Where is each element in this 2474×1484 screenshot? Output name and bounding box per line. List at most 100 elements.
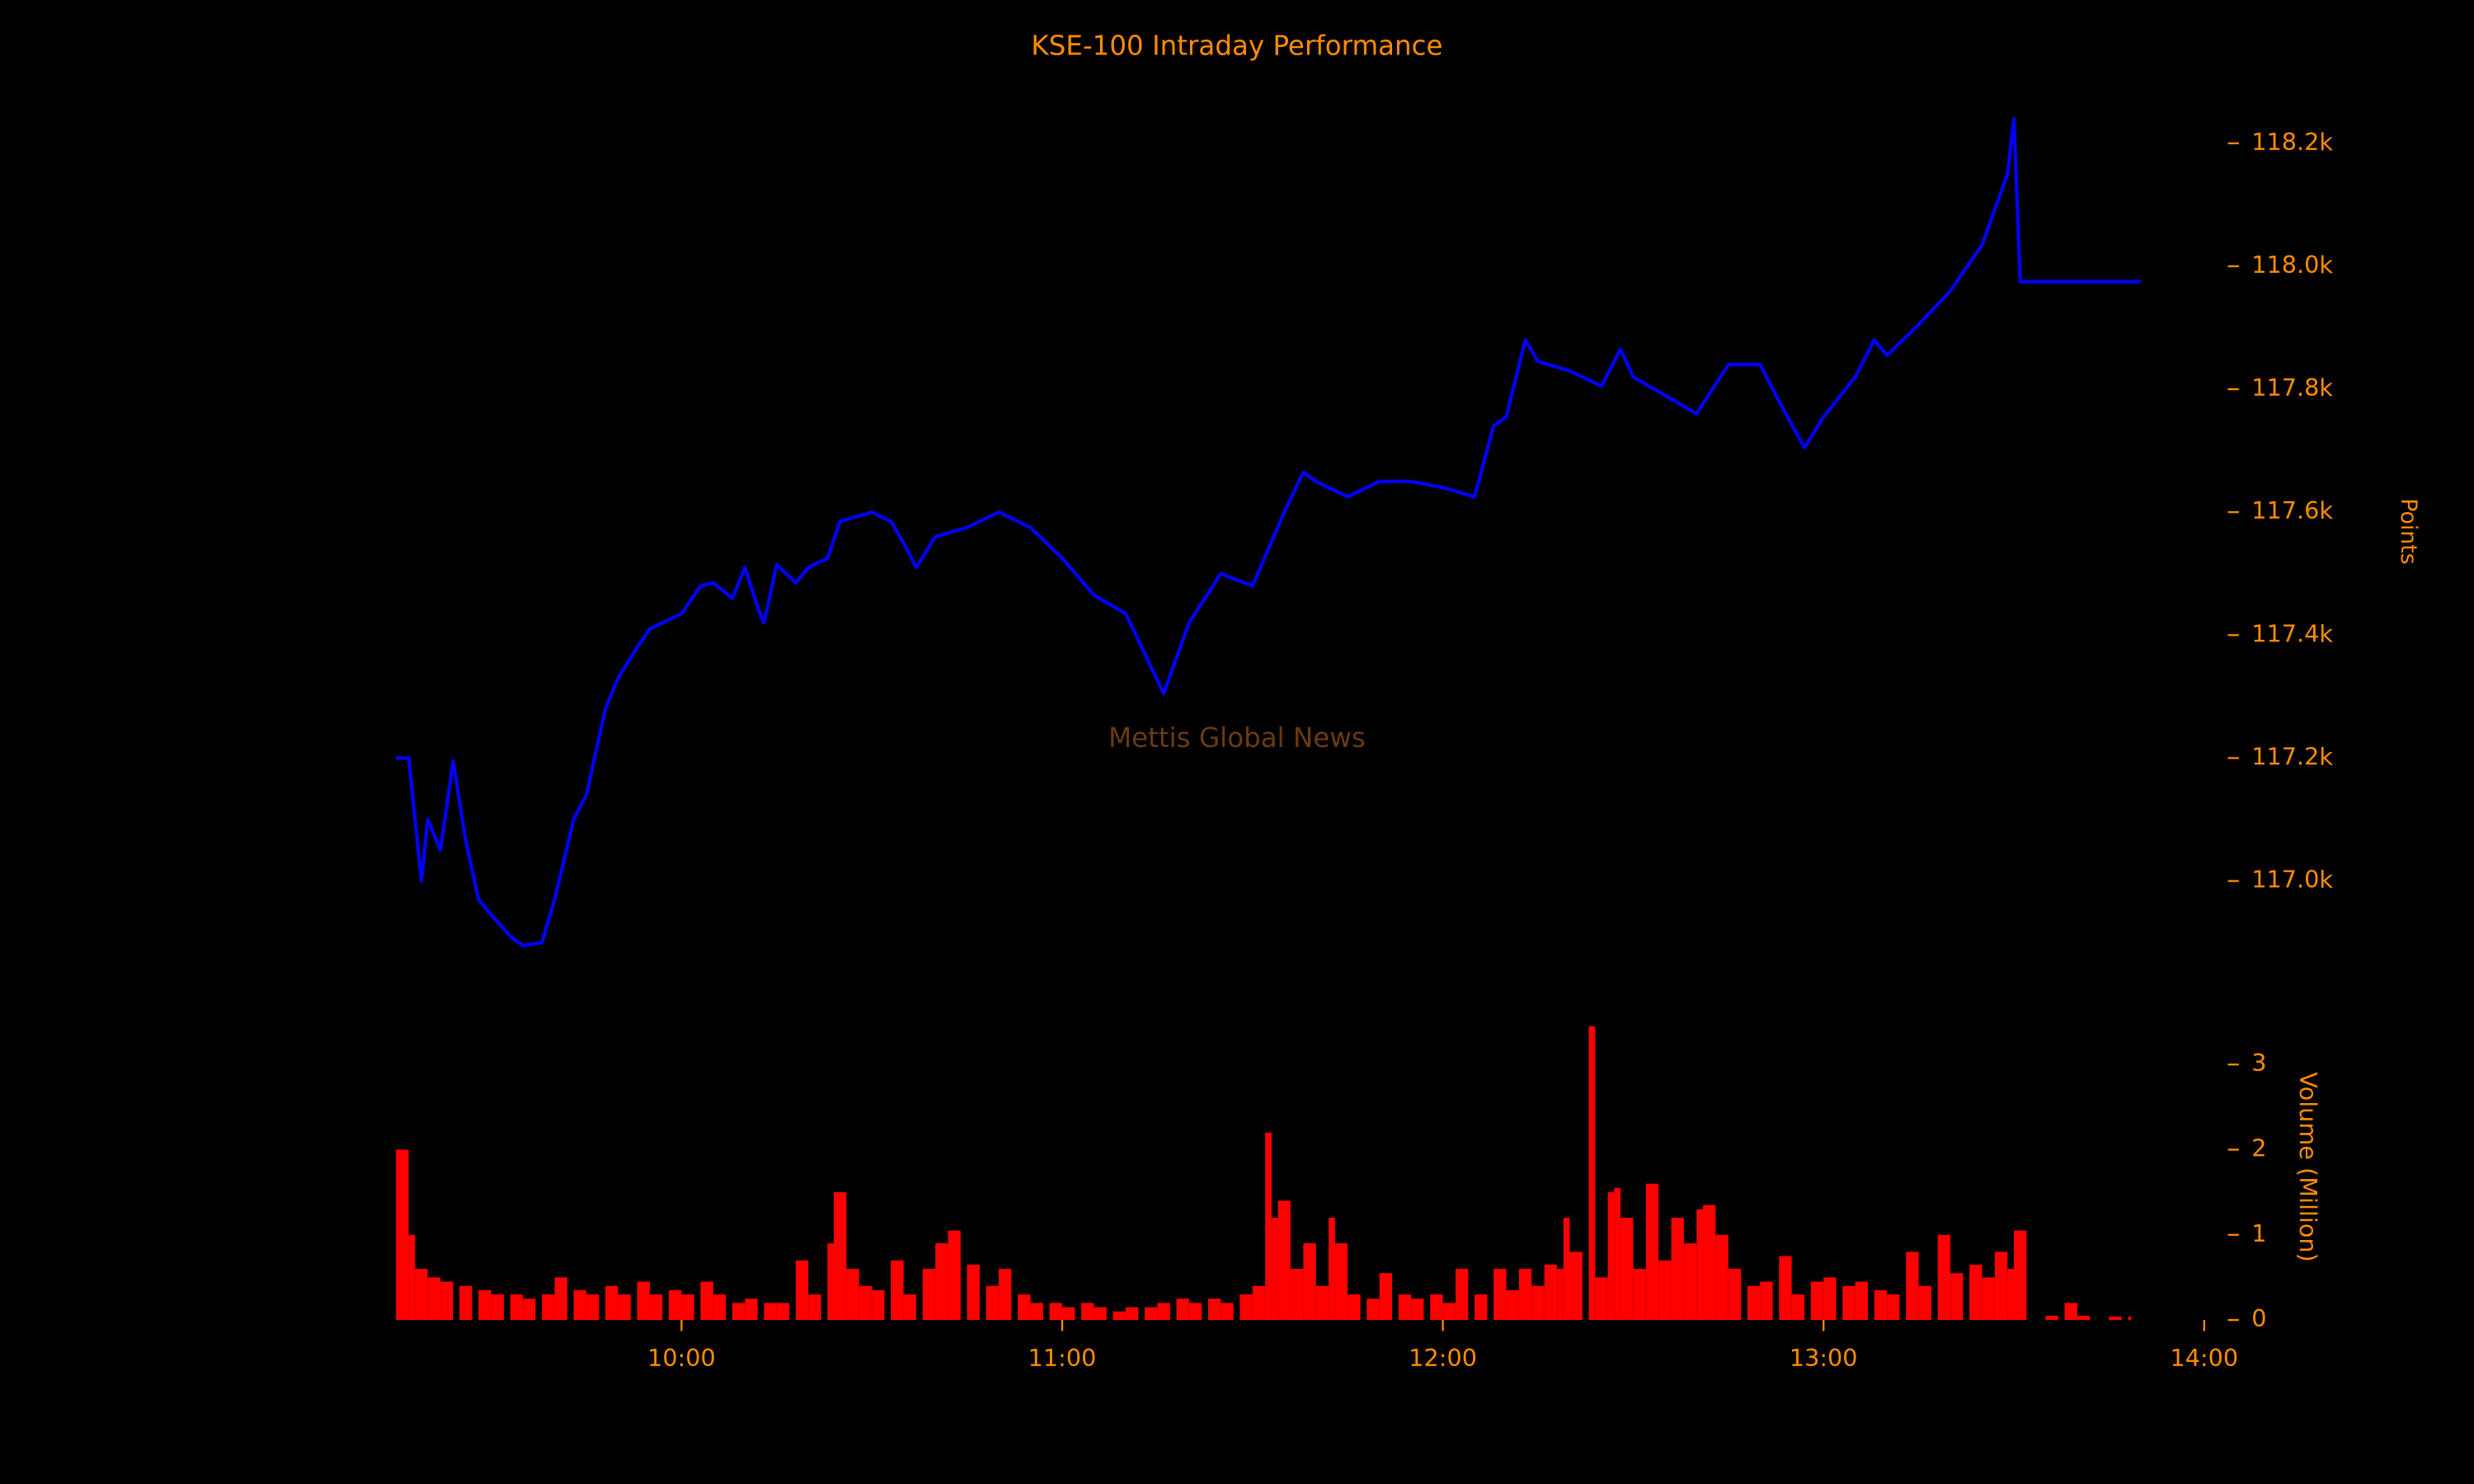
volume-bar — [713, 1294, 727, 1321]
volume-bar — [1747, 1285, 1761, 1321]
volume-bar — [1315, 1285, 1329, 1321]
volume-bar — [1728, 1269, 1742, 1321]
volume-bar — [745, 1298, 758, 1321]
volume-bar — [872, 1289, 885, 1321]
volume-bar — [1887, 1294, 1900, 1321]
volume-bar — [2077, 1315, 2091, 1321]
volume-bar — [1018, 1294, 1031, 1321]
volume-bar — [573, 1289, 586, 1321]
volume-bar — [1456, 1269, 1469, 1321]
volume-bar — [1188, 1303, 1202, 1321]
volume-bar — [1049, 1303, 1062, 1321]
volume-bar — [1715, 1234, 1729, 1321]
volume-bar — [891, 1260, 904, 1321]
volume-bar — [1062, 1307, 1075, 1321]
volume-bar — [1398, 1294, 1412, 1321]
x-tick-label: 12:00 — [1409, 1344, 1477, 1372]
volume-bar — [618, 1294, 631, 1321]
volume-bar — [1506, 1289, 1519, 1321]
volume-bar — [408, 1234, 416, 1321]
volume-bar — [2045, 1315, 2058, 1321]
volume-bar — [1994, 1252, 2008, 1321]
volume-bar — [922, 1269, 936, 1321]
volume-bar — [1810, 1281, 1824, 1321]
volume-bar — [510, 1294, 524, 1321]
volume-bar — [1569, 1252, 1583, 1321]
volume-bar — [1696, 1209, 1704, 1321]
volume-bar — [2007, 1269, 2015, 1321]
y-tick-label: 117.4k — [2251, 619, 2333, 647]
volume-bar — [1277, 1200, 1291, 1321]
volume-bar — [1620, 1218, 1634, 1321]
volume-bar — [1145, 1307, 1158, 1321]
volume-bar — [554, 1277, 567, 1321]
volume-bar — [1779, 1256, 1792, 1321]
volume-bar — [1671, 1218, 1684, 1321]
volume-bar — [2128, 1316, 2132, 1321]
volume-bar — [1982, 1277, 1995, 1321]
volume-bar — [1411, 1298, 1424, 1321]
volume-bar — [1950, 1273, 1964, 1321]
volume-bar — [834, 1192, 847, 1321]
volume-bar — [669, 1289, 682, 1321]
volume-bar — [1874, 1289, 1888, 1321]
volume-bar — [1842, 1285, 1856, 1321]
volume-bar — [542, 1294, 555, 1321]
volume-bar — [1595, 1277, 1608, 1321]
volume-bar — [1157, 1303, 1170, 1321]
volume-bar — [1557, 1269, 1564, 1321]
volume-bar — [2064, 1303, 2077, 1321]
volume-bar — [948, 1230, 961, 1321]
volume-bar — [1969, 1264, 1982, 1321]
watermark: Mettis Global News — [1108, 722, 1366, 754]
y-tick-label: 118.2k — [2251, 128, 2333, 156]
x-tick-label: 14:00 — [2170, 1344, 2238, 1372]
volume-bar — [967, 1264, 980, 1321]
volume-bar — [795, 1260, 809, 1321]
volume-bar — [985, 1285, 999, 1321]
volume-bar — [1918, 1285, 1931, 1321]
volume-bar — [1588, 1026, 1596, 1321]
volume-bar — [1658, 1260, 1672, 1321]
volume-bar — [1379, 1273, 1393, 1321]
volume-bar — [935, 1243, 948, 1321]
y-tick-label: 2 — [2251, 1134, 2266, 1162]
volume-bar — [1760, 1281, 1773, 1321]
volume-bar — [1531, 1285, 1545, 1321]
volume-bar — [459, 1285, 473, 1321]
y-tick-label: 118.0k — [2251, 251, 2333, 279]
volume-bar — [1442, 1303, 1456, 1321]
volume-bar — [1563, 1218, 1570, 1321]
volume-bar — [1607, 1192, 1615, 1321]
volume-bar — [1614, 1187, 1621, 1321]
y-tick-label: 117.6k — [2251, 496, 2333, 524]
volume-bar — [827, 1243, 835, 1321]
volume-bar — [1348, 1294, 1361, 1321]
volume-bar — [1855, 1281, 1869, 1321]
y-axis-label: Points — [2396, 498, 2421, 564]
volume-bar — [605, 1285, 618, 1321]
volume-bar — [858, 1285, 872, 1321]
volume-bar — [427, 1277, 441, 1321]
volume-bar — [1221, 1303, 1234, 1321]
volume-bar — [1518, 1269, 1532, 1321]
volume-bar — [1430, 1294, 1443, 1321]
volume-bar — [396, 1149, 409, 1321]
volume-bar — [523, 1298, 536, 1321]
volume-bar — [1645, 1183, 1659, 1321]
volume-bar — [415, 1269, 428, 1321]
y-tick-label: 1 — [2251, 1219, 2266, 1247]
volume-bar — [808, 1294, 821, 1321]
volume-bar — [491, 1294, 504, 1321]
volume-bar — [1906, 1252, 1919, 1321]
volume-bar — [1290, 1269, 1304, 1321]
y-tick-label: 117.8k — [2251, 373, 2333, 402]
volume-bar — [649, 1294, 663, 1321]
volume-bar — [1329, 1218, 1335, 1321]
y-tick-label: 117.2k — [2251, 742, 2333, 770]
volume-bar — [1176, 1298, 1189, 1321]
volume-bar — [764, 1303, 777, 1321]
volume-bar — [1703, 1205, 1716, 1321]
